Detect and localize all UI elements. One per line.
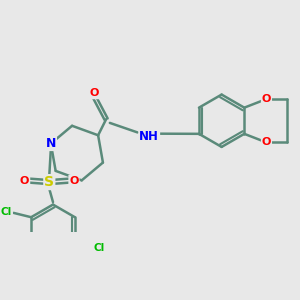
Text: O: O	[262, 137, 271, 148]
Text: O: O	[20, 176, 29, 186]
Text: O: O	[90, 88, 99, 98]
Text: Cl: Cl	[94, 243, 105, 253]
Text: Cl: Cl	[1, 207, 12, 217]
Text: O: O	[262, 94, 271, 104]
Text: O: O	[69, 176, 79, 186]
Text: S: S	[44, 175, 54, 189]
Text: N: N	[46, 137, 56, 150]
Text: NH: NH	[139, 130, 159, 142]
